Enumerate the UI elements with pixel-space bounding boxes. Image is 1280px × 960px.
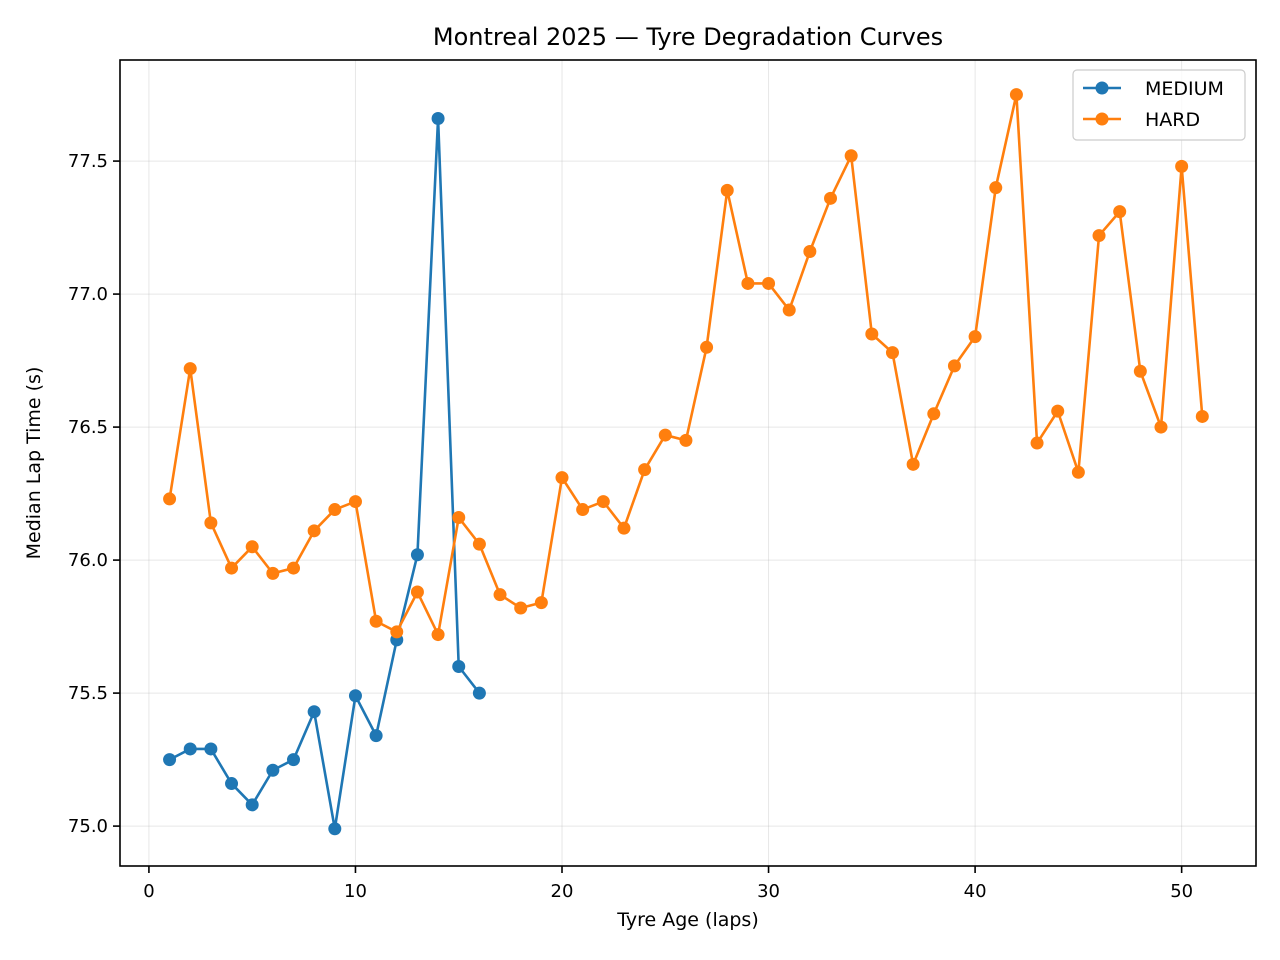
data-point-hard — [865, 327, 879, 341]
data-point-hard — [472, 537, 486, 551]
series-hard — [163, 88, 1209, 642]
x-tick-label: 50 — [1170, 881, 1193, 902]
y-tick-label: 77.0 — [68, 284, 108, 305]
data-point-hard — [410, 585, 424, 599]
data-point-hard — [596, 495, 610, 509]
data-point-medium — [369, 729, 383, 743]
data-point-medium — [472, 686, 486, 700]
data-point-hard — [824, 191, 838, 205]
data-point-hard — [348, 495, 362, 509]
data-point-hard — [1071, 465, 1085, 479]
data-point-hard — [720, 183, 734, 197]
data-point-medium — [225, 777, 239, 791]
series-line-medium — [168, 117, 481, 831]
data-point-hard — [617, 521, 631, 535]
legend-label: HARD — [1145, 109, 1200, 131]
data-point-hard — [328, 503, 342, 517]
y-tick-label: 77.5 — [68, 151, 108, 172]
data-point-hard — [741, 276, 755, 290]
x-tick-label: 10 — [344, 881, 367, 902]
data-point-hard — [390, 625, 404, 639]
data-point-hard — [1051, 404, 1065, 418]
y-axis-label: Median Lap Time (s) — [23, 367, 45, 560]
data-point-hard — [576, 503, 590, 517]
data-point-hard — [638, 463, 652, 477]
data-point-hard — [762, 276, 776, 290]
data-point-hard — [658, 428, 672, 442]
chart-title: Montreal 2025 — Tyre Degradation Curves — [433, 23, 943, 51]
data-point-hard — [927, 407, 941, 421]
data-point-hard — [968, 330, 982, 344]
series-medium — [163, 112, 486, 836]
legend-label: MEDIUM — [1145, 78, 1224, 100]
data-point-hard — [183, 362, 197, 376]
legend-item-hard: HARD — [1083, 109, 1200, 131]
data-point-medium — [163, 753, 177, 767]
axis-ticks: 0 10 20 30 40 50 75.0 75.5 76.0 76.5 77.0 77.5 — [68, 151, 1193, 902]
legend-item-medium: MEDIUM — [1083, 78, 1224, 100]
legend-swatch-marker — [1095, 112, 1109, 126]
data-point-hard — [1195, 409, 1209, 423]
data-point-hard — [782, 303, 796, 317]
data-point-hard — [1113, 205, 1127, 219]
data-point-hard — [1009, 88, 1023, 102]
legend-swatch-marker — [1095, 81, 1109, 95]
y-tick-label: 76.5 — [68, 417, 108, 438]
data-point-medium — [245, 798, 259, 812]
data-point-hard — [514, 601, 528, 615]
data-point-hard — [700, 340, 714, 354]
data-point-hard — [286, 561, 300, 575]
data-point-hard — [885, 346, 899, 360]
y-tick-label: 76.0 — [68, 550, 108, 571]
data-point-medium — [452, 659, 466, 673]
data-point-hard — [163, 492, 177, 506]
data-point-medium — [183, 742, 197, 756]
y-tick-label: 75.5 — [68, 683, 108, 704]
data-point-hard — [245, 540, 259, 554]
data-point-hard — [493, 588, 507, 602]
data-point-medium — [266, 763, 280, 777]
data-point-medium — [348, 689, 362, 703]
data-point-hard — [534, 596, 548, 610]
data-point-hard — [1133, 364, 1147, 378]
data-point-hard — [307, 524, 321, 538]
x-tick-label: 20 — [551, 881, 574, 902]
data-point-hard — [1175, 159, 1189, 173]
data-point-hard — [803, 245, 817, 259]
x-tick-label: 30 — [757, 881, 780, 902]
data-point-hard — [204, 516, 218, 530]
data-point-hard — [266, 566, 280, 580]
series-layer — [163, 88, 1209, 836]
data-point-hard — [452, 511, 466, 525]
data-point-hard — [1154, 420, 1168, 434]
data-point-medium — [286, 753, 300, 767]
data-point-medium — [410, 548, 424, 562]
data-point-medium — [307, 705, 321, 719]
x-tick-label: 0 — [143, 881, 154, 902]
x-tick-label: 40 — [964, 881, 987, 902]
data-point-hard — [1030, 436, 1044, 450]
data-point-hard — [989, 181, 1003, 195]
data-point-hard — [555, 471, 569, 485]
data-point-hard — [947, 359, 961, 373]
x-axis-label: Tyre Age (laps) — [616, 909, 759, 931]
data-point-medium — [204, 742, 218, 756]
data-point-medium — [431, 112, 445, 126]
data-point-hard — [369, 614, 383, 628]
data-point-hard — [225, 561, 239, 575]
legend: MEDIUM HARD — [1072, 69, 1246, 141]
data-point-hard — [906, 457, 920, 471]
data-point-medium — [328, 822, 342, 836]
plot-frame — [119, 59, 1257, 867]
data-point-hard — [1092, 229, 1106, 243]
data-point-hard — [431, 628, 445, 642]
data-point-hard — [844, 149, 858, 163]
y-tick-label: 75.0 — [68, 816, 108, 837]
data-point-hard — [679, 433, 693, 447]
